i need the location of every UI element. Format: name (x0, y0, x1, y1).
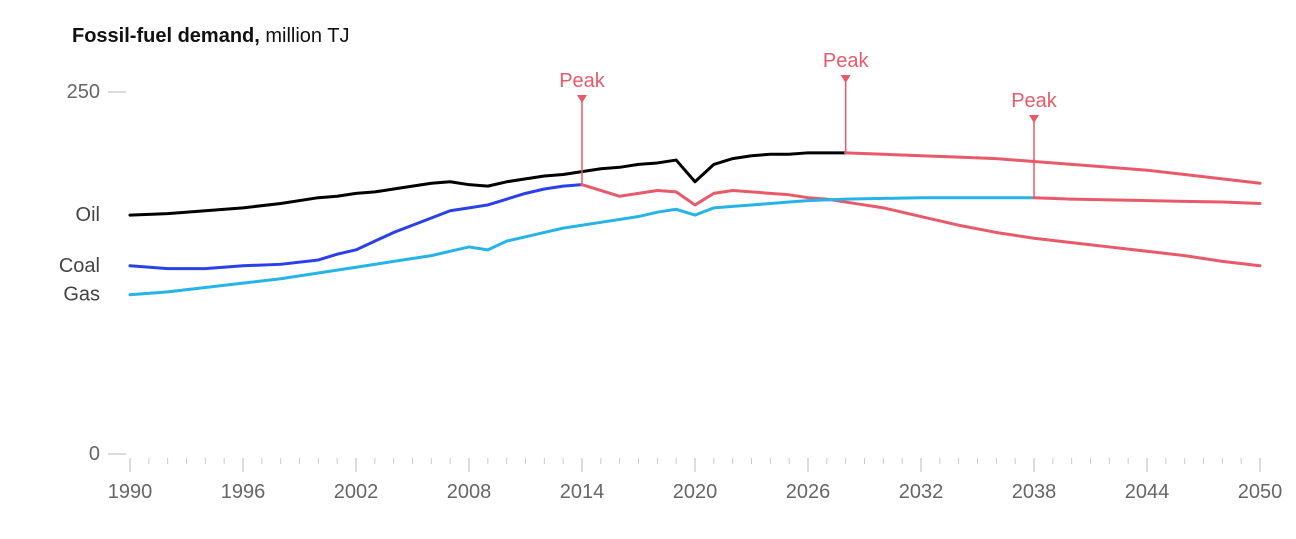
x-tick-label: 2014 (560, 481, 605, 503)
series-label: Oil (76, 204, 100, 226)
x-tick-label: 2050 (1238, 481, 1283, 503)
series-lines (130, 153, 1260, 295)
chart-title: Fossil-fuel demand, million TJ (72, 25, 349, 47)
oil-projection-line (846, 153, 1260, 183)
x-tick-label: 2020 (673, 481, 718, 503)
series-labels: Oil Coal Gas (59, 204, 100, 306)
peak-markers: Peak Peak Peak (559, 50, 1058, 198)
series-label: Gas (63, 284, 100, 306)
x-axis: 1990 1996 2002 2008 2014 2020 2026 2032 2038 2044… (108, 458, 1283, 503)
y-tick-label: 0 (89, 443, 100, 465)
x-tick-label: 2026 (786, 481, 831, 503)
peak-label: Peak (823, 50, 870, 72)
x-tick-label: 2002 (334, 481, 379, 503)
gas-projection-line (1034, 198, 1260, 204)
x-tick-label: 2044 (1125, 481, 1170, 503)
fossil-fuel-chart: Fossil-fuel demand, million TJ 0 250 1990… (0, 0, 1296, 539)
x-tick-label: 2008 (447, 481, 492, 503)
series-label: Coal (59, 255, 100, 277)
peak-label: Peak (559, 70, 606, 92)
peak-label: Peak (1011, 90, 1058, 112)
chart-container: Fossil-fuel demand, million TJ 0 250 1990… (0, 0, 1296, 539)
x-tick-label: 1996 (221, 481, 266, 503)
x-tick-label: 1990 (108, 481, 153, 503)
y-tick-label: 250 (67, 81, 100, 103)
peak-marker-icon (841, 75, 851, 83)
peak-marker-icon (577, 95, 587, 103)
peak-marker-icon (1029, 115, 1039, 123)
x-tick-label: 2038 (1012, 481, 1057, 503)
x-tick-label: 2032 (899, 481, 944, 503)
coal-line (130, 185, 582, 269)
